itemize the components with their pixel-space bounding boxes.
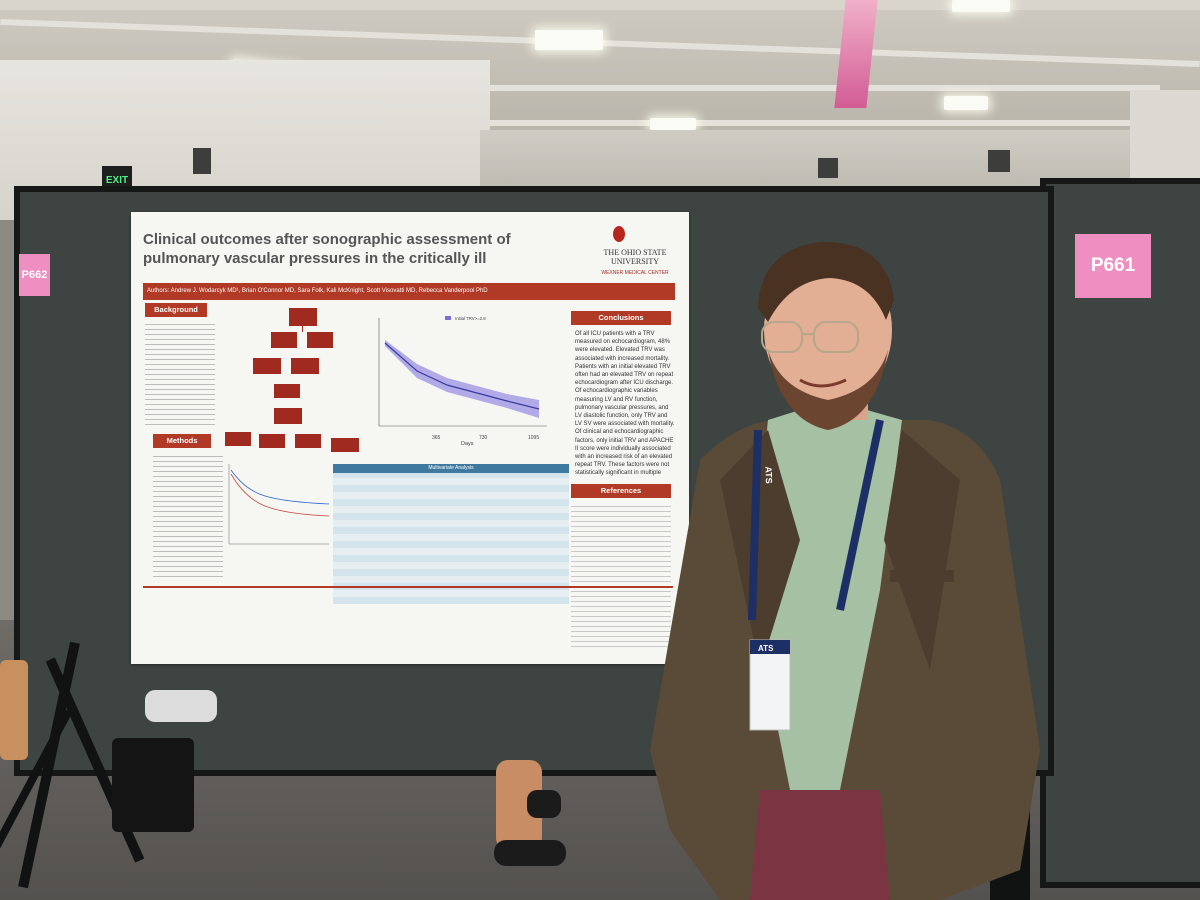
chart-xtick-2: 1095 [528, 435, 540, 441]
background-shoe [494, 840, 566, 866]
conclusions-text: Of all ICU patients with a TRV measured … [575, 331, 675, 477]
chart-xtick-0: 365 [432, 435, 441, 441]
poster-footer-rule [143, 586, 673, 588]
booth-label-p662: P662 [19, 254, 50, 296]
lanyard-text: ATS [763, 466, 774, 484]
tote-bag [112, 738, 194, 832]
legend-swatch [445, 316, 451, 320]
km-chart-secondary [228, 464, 330, 545]
chart-xtick-1: 730 [479, 435, 488, 441]
km-survival-line [384, 342, 540, 410]
methods-text [153, 452, 223, 582]
booth-label-p661: P661 [1075, 234, 1151, 298]
poster-title: Clinical outcomes after sonographic asse… [143, 231, 511, 267]
section-methods-header: Methods [153, 434, 211, 448]
references-text [571, 502, 671, 652]
wall-vent [988, 150, 1010, 172]
km-confidence-band [385, 340, 539, 418]
background-text [145, 320, 215, 430]
background-shoe [527, 790, 561, 818]
institution-line-1: THE OHIO STATE [603, 248, 667, 257]
wall-vent [818, 158, 838, 178]
background-person-leg [0, 660, 28, 760]
institution-name: THE OHIO STATE UNIVERSITY [589, 248, 681, 266]
ohio-state-logo-icon [613, 226, 625, 242]
section-background-header: Background [145, 303, 207, 317]
chart-legend-label: Initial TRV>=2.8 [455, 316, 486, 321]
chart-xlabel: Days [461, 441, 474, 447]
institution-subtitle: WEXNER MEDICAL CENTER [601, 270, 669, 276]
multivariate-table-title: Multivariate Analysis [333, 464, 569, 473]
institution-line-2: UNIVERSITY [611, 257, 659, 266]
section-conclusions-header: Conclusions [571, 311, 671, 325]
poster-authors: Authors: Andrew J. Wodarcyk MD¹, Brian O… [143, 283, 675, 300]
badge-org: ATS [758, 644, 774, 653]
background-sneaker [145, 690, 217, 722]
research-poster: Clinical outcomes after sonographic asse… [131, 212, 689, 664]
section-references-header: References [571, 484, 671, 498]
easel-base [990, 780, 1030, 900]
wall-vent [193, 148, 211, 174]
multivariate-table [333, 464, 569, 604]
km-chart-svg [378, 316, 547, 427]
